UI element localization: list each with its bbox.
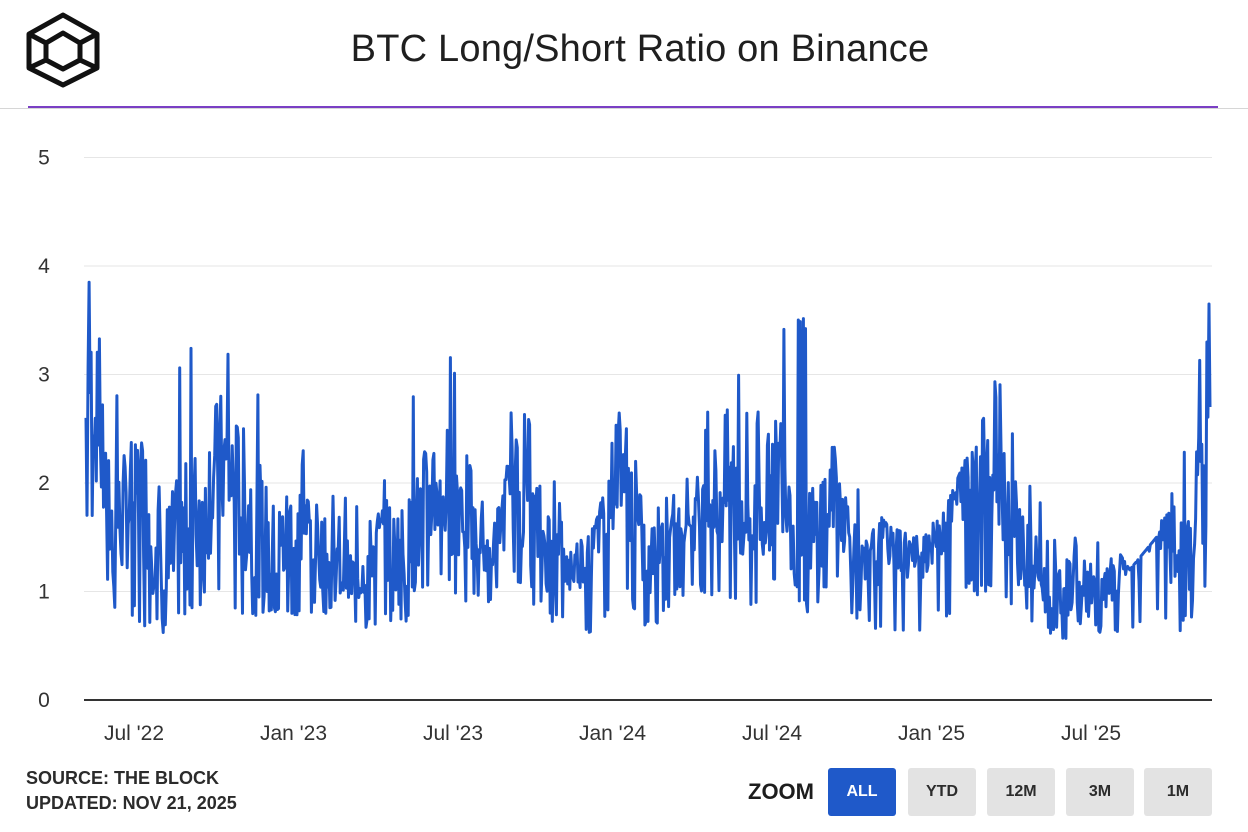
y-tick-label: 4 xyxy=(38,255,50,278)
x-tick-label: Jul '24 xyxy=(742,722,802,745)
zoom-12m-button[interactable]: 12M xyxy=(987,768,1055,816)
accent-divider xyxy=(28,106,1218,108)
x-tick-label: Jul '25 xyxy=(1061,722,1121,745)
gridlines xyxy=(84,157,1212,592)
chart-header: BTC Long/Short Ratio on Binance xyxy=(0,0,1248,108)
y-tick-label: 1 xyxy=(38,581,50,604)
x-tick-label: Jan '24 xyxy=(579,722,646,745)
x-tick-label: Jan '25 xyxy=(898,722,965,745)
zoom-all-button[interactable]: ALL xyxy=(828,768,896,816)
zoom-ytd-button[interactable]: YTD xyxy=(908,768,976,816)
source-text: SOURCE: THE BLOCK xyxy=(26,768,219,788)
updated-text: UPDATED: NOV 21, 2025 xyxy=(26,793,237,813)
y-tick-label: 3 xyxy=(38,364,50,387)
x-axis-ticks: Jul '22 Jan '23 Jul '23 Jan '24 Jul '24 Jan '… xyxy=(104,722,1121,745)
source-note: SOURCE: THE BLOCK UPDATED: NOV 21, 2025 xyxy=(26,766,237,816)
zoom-label: ZOOM xyxy=(748,779,814,804)
x-tick-label: Jan '23 xyxy=(260,722,327,745)
header-divider xyxy=(0,108,1248,109)
chart-title: BTC Long/Short Ratio on Binance xyxy=(350,28,930,70)
series-line-btc-long-short-ratio xyxy=(84,280,1212,640)
x-tick-label: Jul '23 xyxy=(423,722,483,745)
y-tick-label: 5 xyxy=(38,147,50,170)
x-tick-label: Jul '22 xyxy=(104,722,164,745)
zoom-1m-button[interactable]: 1M xyxy=(1144,768,1212,816)
y-tick-label: 0 xyxy=(38,689,50,712)
zoom-3m-button[interactable]: 3M xyxy=(1066,768,1134,816)
y-axis-ticks: 0 1 2 3 4 5 xyxy=(38,147,50,713)
y-tick-label: 2 xyxy=(38,472,50,495)
the-block-cube-logo-icon xyxy=(26,12,100,88)
